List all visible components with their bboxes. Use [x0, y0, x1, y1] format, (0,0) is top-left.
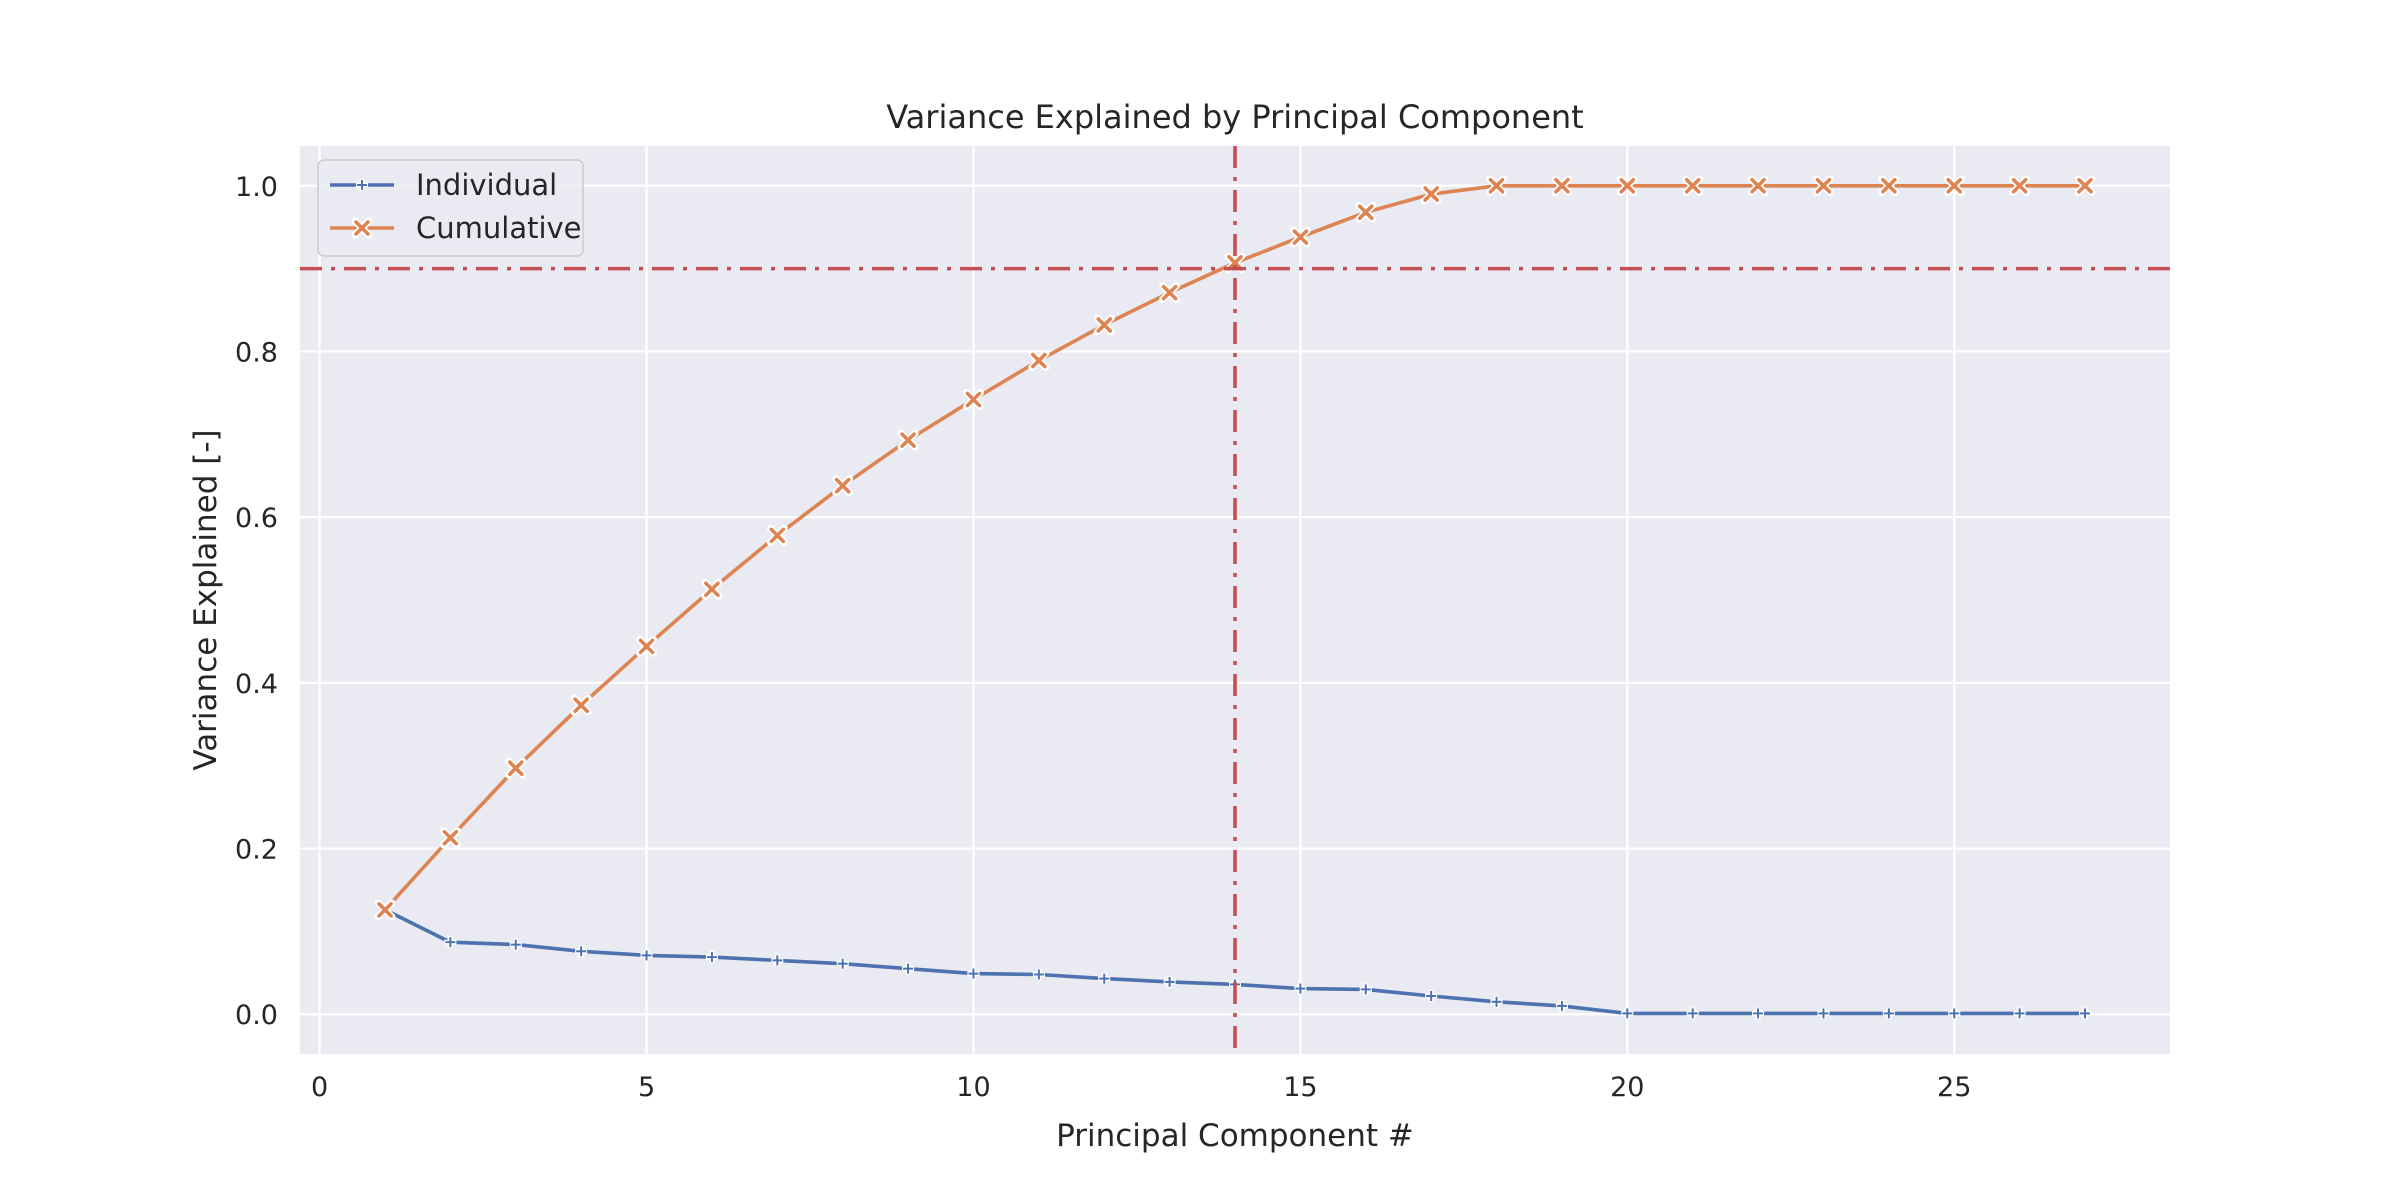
cumulative-point: [1289, 226, 1311, 248]
legend: Individual Cumulative: [317, 159, 584, 257]
cumulative-point: [1747, 175, 1769, 197]
cumulative-point: [1420, 183, 1442, 205]
legend-label: Cumulative: [416, 211, 582, 245]
individual-point: [967, 967, 980, 980]
legend-marker: [351, 217, 373, 239]
y-tick-label: 0.0: [235, 1000, 278, 1031]
cumulative-point: [1159, 282, 1181, 304]
cumulative-point: [636, 635, 658, 657]
individual-point: [1163, 975, 1176, 988]
cumulative-point: [374, 899, 396, 921]
legend-item-cumulative: Cumulative: [330, 211, 582, 245]
y-tick-label: 1.0: [235, 172, 278, 203]
individual-point: [575, 945, 588, 958]
individual-point: [1817, 1007, 1830, 1020]
x-tick-label: 20: [1610, 1072, 1644, 1103]
x-tick-label: 10: [956, 1072, 990, 1103]
individual-point: [1752, 1007, 1765, 1020]
cumulative-point: [1355, 201, 1377, 223]
individual-point: [2079, 1007, 2091, 1020]
chart-title: Variance Explained by Principal Componen…: [886, 98, 1583, 136]
individual-point: [1490, 995, 1503, 1008]
x-tick-labels: 0 5 10 15 20 25: [311, 1072, 1971, 1103]
cumulative-point: [1486, 175, 1508, 197]
cumulative-point: [701, 578, 723, 600]
x-tick-label: 15: [1283, 1072, 1317, 1103]
cumulative-point: [2009, 175, 2031, 197]
cumulative-point: [1943, 175, 1965, 197]
cumulative-point: [1093, 314, 1115, 336]
cumulative-point: [962, 389, 984, 411]
cumulative-point: [2074, 175, 2096, 197]
individual-point: [1032, 968, 1045, 981]
cumulative-point: [1551, 175, 1573, 197]
y-tick-labels: 0.0 0.2 0.4 0.6 0.8 1.0: [235, 172, 278, 1031]
individual-point: [771, 954, 784, 967]
individual-point: [1425, 990, 1438, 1003]
individual-point: [1948, 1007, 1961, 1020]
individual-point: [836, 957, 849, 970]
reference-lines: [300, 146, 2170, 1054]
cumulative-point: [439, 827, 461, 849]
cumulative-point: [897, 429, 919, 451]
cumulative-point: [1812, 175, 1834, 197]
individual-point: [1621, 1007, 1634, 1020]
markers-individual: [379, 903, 2091, 1020]
cumulative-point: [505, 757, 527, 779]
y-tick-label: 0.2: [235, 835, 278, 866]
cumulative-point: [1878, 175, 1900, 197]
y-tick-label: 0.4: [235, 669, 278, 700]
individual-point: [1359, 983, 1372, 996]
x-tick-label: 5: [638, 1072, 655, 1103]
x-tick-label: 25: [1937, 1072, 1971, 1103]
individual-point: [2013, 1007, 2026, 1020]
cumulative-point: [832, 475, 854, 497]
individual-point: [705, 951, 718, 964]
y-tick-label: 0.8: [235, 337, 278, 368]
y-axis-label: Variance Explained [-]: [188, 429, 224, 770]
cumulative-point: [1616, 175, 1638, 197]
cumulative-point: [1028, 350, 1050, 372]
individual-point: [902, 962, 915, 975]
cumulative-point: [1682, 175, 1704, 197]
x-axis-label: Principal Component #: [1056, 1118, 1414, 1154]
cumulative-point: [570, 694, 592, 716]
legend-marker: [356, 179, 368, 191]
individual-point: [444, 936, 457, 949]
x-tick-label: 0: [311, 1072, 328, 1103]
individual-point: [1294, 982, 1307, 995]
y-tick-label: 0.6: [235, 503, 278, 534]
legend-item-individual: Individual: [330, 168, 557, 202]
individual-point: [1555, 999, 1568, 1012]
legend-label: Individual: [416, 168, 557, 202]
individual-point: [1098, 972, 1111, 985]
cumulative-point: [766, 524, 788, 546]
individual-point: [1686, 1007, 1699, 1020]
individual-point: [509, 938, 522, 951]
individual-point: [640, 949, 653, 962]
individual-point: [1882, 1007, 1895, 1020]
